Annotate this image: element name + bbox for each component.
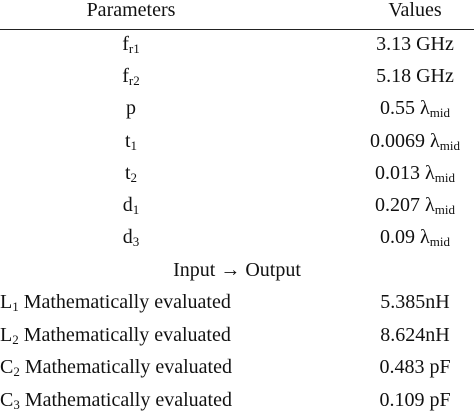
text-run: L [0, 323, 13, 346]
subscript: r2 [128, 73, 140, 89]
text-run: 0.207 λ [375, 194, 435, 216]
value-cell: 5.385nH [330, 290, 474, 314]
value-cell: 0.013 λmid [330, 161, 474, 185]
value-cell: 0.0069 λmid [330, 129, 474, 153]
text-run: 8.624nH [380, 323, 450, 346]
value-cell: 3.13 GHz [330, 32, 474, 56]
text-run: 0.109 pF [379, 388, 451, 411]
text-run: C [0, 388, 14, 411]
param-cell: C3 Mathematically evaluated [0, 388, 262, 412]
param-cell: L2 Mathematically evaluated [0, 323, 262, 347]
subscript: mid [434, 202, 455, 217]
text-run: Mathematically evaluated [18, 291, 231, 314]
text-run: Mathematically evaluated [19, 356, 232, 379]
text-run: 3.13 GHz [376, 33, 454, 55]
subscript: 3 [13, 396, 20, 412]
text-run: 0.0069 λ [370, 129, 440, 152]
text-run: p [126, 97, 136, 120]
value-cell: 5.18 GHz [330, 64, 474, 88]
param-cell: t1 [0, 129, 262, 153]
value-cell: 0.483 pF [330, 355, 474, 379]
text-run: t [124, 129, 131, 152]
subscript: 1 [130, 137, 138, 153]
subscript: 2 [12, 331, 19, 347]
text-run: f [122, 65, 129, 88]
param-cell: p [0, 96, 262, 120]
section-label: Input → Output [173, 259, 301, 282]
text-run: L [0, 291, 13, 314]
subscript: mid [429, 234, 450, 250]
subscript: 2 [130, 169, 138, 185]
value-cell: 0.09 λmid [330, 225, 474, 249]
subscript: 1 [12, 299, 19, 315]
text-run: d [122, 226, 133, 249]
subscript: r1 [128, 41, 140, 56]
param-cell: d3 [0, 225, 262, 249]
param-cell: t2 [0, 161, 262, 185]
text-run: 0.55 λ [380, 97, 430, 120]
value-cell: 8.624nH [330, 323, 474, 347]
header-cell: Parameters [86, 0, 176, 21]
param-cell: C2 Mathematically evaluated [0, 355, 262, 379]
subscript: 2 [13, 364, 20, 380]
value-cell: 0.55 λmid [330, 96, 474, 120]
text-run: 5.18 GHz [376, 65, 454, 88]
value-cell: 0.207 λmid [330, 193, 474, 217]
header-rule [0, 29, 474, 30]
subscript: mid [434, 169, 455, 185]
value-cell: 0.109 pF [330, 388, 474, 412]
text-run: f [122, 33, 129, 55]
param-cell: fr1 [0, 32, 262, 56]
param-cell: fr2 [0, 64, 262, 88]
header-cell: Values [388, 0, 442, 21]
text-run: 0.483 pF [379, 356, 451, 379]
text-run: C [0, 356, 14, 379]
text-run: t [124, 161, 131, 184]
subscript: mid [439, 137, 460, 153]
text-run: Mathematically evaluated [19, 388, 232, 411]
subscript: 1 [132, 202, 140, 217]
subscript: 3 [132, 234, 140, 250]
text-run: d [122, 194, 133, 216]
text-run: 0.09 λ [380, 226, 430, 249]
subscript: mid [429, 105, 450, 121]
text-run: 0.013 λ [375, 161, 435, 184]
text-run: Mathematically evaluated [18, 323, 231, 346]
param-cell: d1 [0, 193, 262, 217]
text-run: 5.385nH [380, 291, 450, 314]
param-cell: L1 Mathematically evaluated [0, 290, 262, 314]
